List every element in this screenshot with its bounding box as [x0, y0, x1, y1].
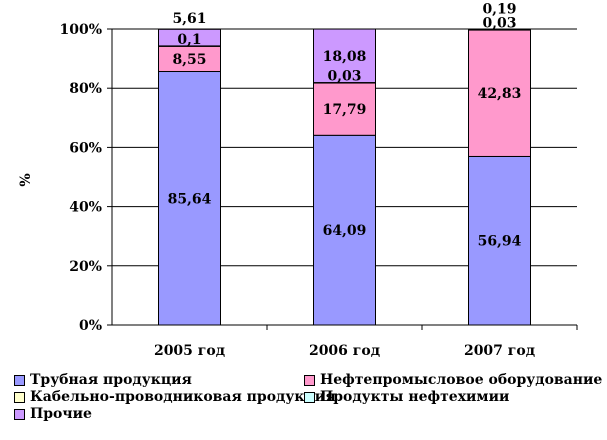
data-label: 17,79 [323, 102, 367, 118]
legend-swatch [304, 374, 315, 386]
axes: 0% 20% 40% 60% 80% 100% 2005 год 2006 год 2007 г… [59, 22, 578, 359]
legend-label: Трубная продукция [30, 372, 192, 388]
legend-label: Кабельно-проводниковая продукция [30, 389, 336, 405]
bar-segment [313, 28, 376, 84]
legend-item: Продукты нефтехимии [304, 389, 509, 405]
stacked-bar-chart: 0% 20% 40% 60% 80% 100% 2005 год 2006 год 2007 г… [18, 2, 578, 359]
bar-segment [313, 82, 376, 136]
data-labels: 85,64 8,55 0,1 5,61 64,09 17,79 0,03 18,08 56,94… [168, 2, 522, 250]
data-label: 5,61 [172, 11, 206, 27]
legend-swatch [14, 374, 25, 386]
legend-label: Продукты нефтехимии [320, 389, 510, 405]
data-label: 42,83 [478, 86, 522, 102]
bar-stacks [158, 28, 531, 326]
bar-segment [468, 28, 531, 31]
data-label: 0,03 [327, 69, 361, 85]
data-label: 0,1 [177, 32, 201, 48]
data-label: 0,03 [482, 16, 516, 32]
legend-swatch [14, 391, 25, 403]
data-label: 18,08 [323, 49, 367, 65]
y-tick-label: 80% [69, 81, 102, 97]
data-label: 56,94 [478, 234, 522, 250]
y-axis-title: % [18, 173, 34, 186]
bar-segment [468, 155, 531, 326]
x-tick-label: 2007 год [464, 343, 535, 359]
y-tick-label: 0% [79, 318, 102, 334]
legend-swatch [14, 408, 25, 420]
legend-label: Нефтепромысловое оборудование [320, 372, 603, 388]
bar-segment [468, 29, 531, 157]
bar-segment [158, 71, 221, 326]
bar-segment [158, 28, 221, 47]
y-tick-label: 20% [69, 259, 102, 275]
bar-segment [313, 134, 376, 326]
legend-item: Прочие [14, 406, 92, 422]
x-tick-label: 2005 год [154, 343, 225, 359]
data-label: 64,09 [323, 223, 367, 239]
y-tick-label: 40% [69, 200, 102, 216]
legend-swatch [304, 391, 315, 403]
legend-label: Прочие [30, 406, 92, 422]
bar-segment [158, 45, 221, 73]
y-tick-label: 100% [59, 22, 102, 38]
legend-item: Кабельно-проводниковая продукция [14, 389, 336, 405]
data-label: 0,19 [482, 2, 516, 18]
legend-item: Нефтепромысловое оборудование [304, 372, 602, 388]
data-label: 8,55 [172, 52, 206, 68]
y-tick-label: 60% [69, 140, 102, 156]
data-label: 85,64 [168, 191, 212, 207]
legend-item: Трубная продукция [14, 372, 192, 388]
x-tick-label: 2006 год [309, 343, 380, 359]
